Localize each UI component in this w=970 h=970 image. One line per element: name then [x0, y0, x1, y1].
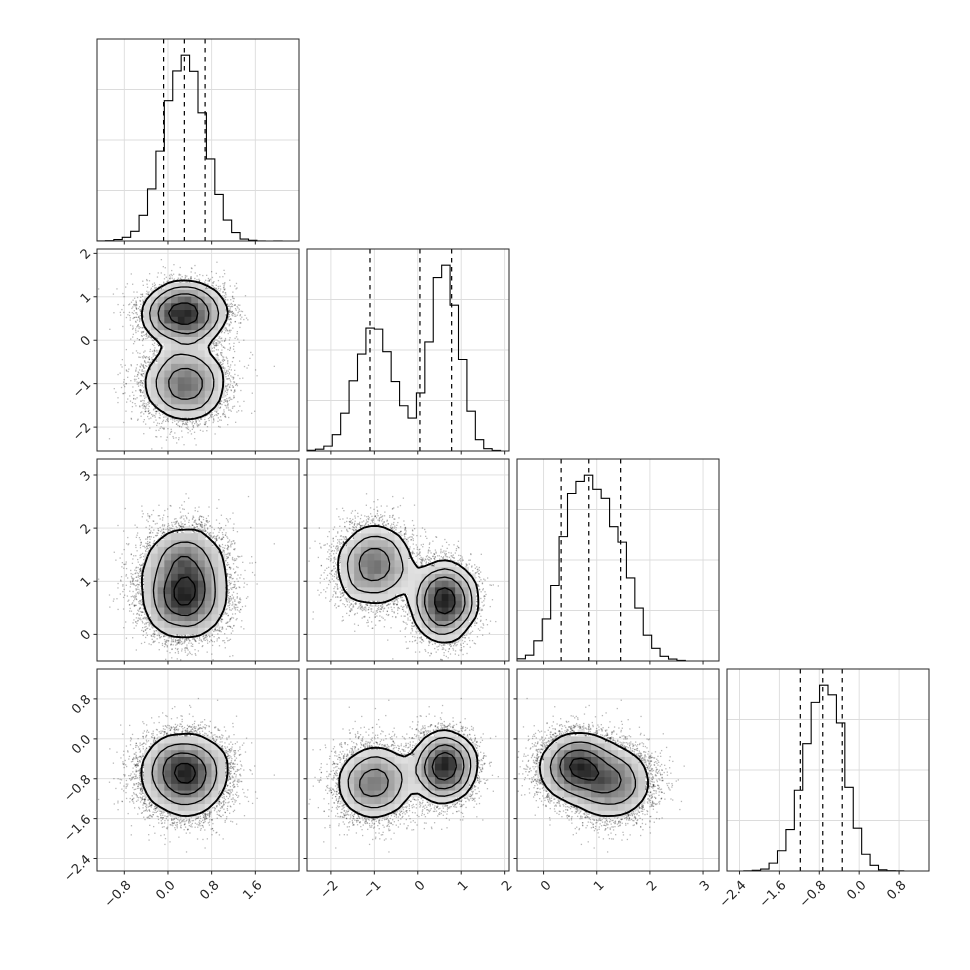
corner-plot: −0.8 0.0 0.8 1.6 −2 −1 0 1 2 0 1 2 3 −2.4 −1.6 −0.8 0.0 0…: [0, 0, 970, 970]
corner-plot-canvas: [0, 0, 970, 970]
